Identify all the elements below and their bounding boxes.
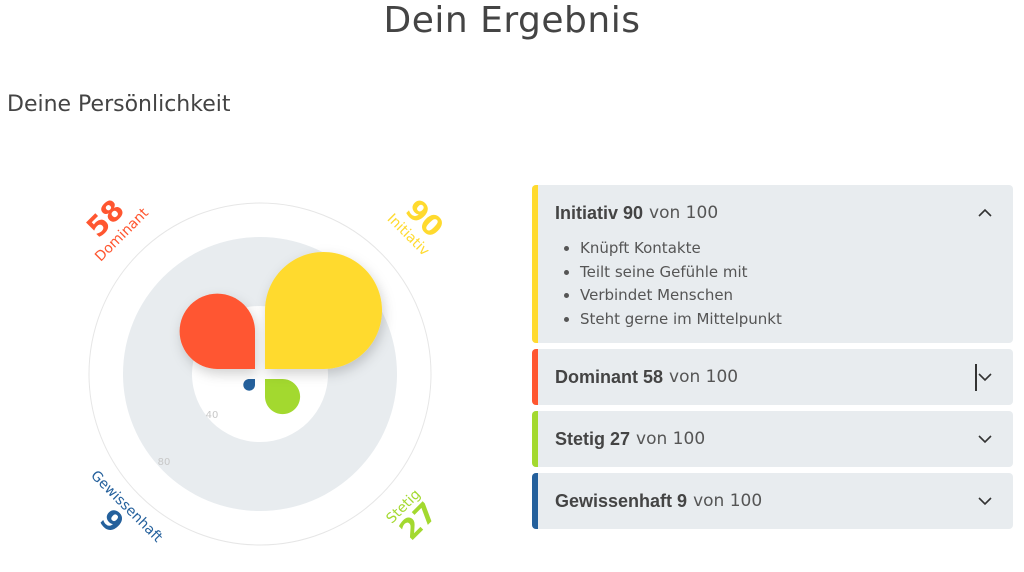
accordion-header-initiativ[interactable]: Initiativ 90 von 100 (532, 185, 1013, 241)
list-item: Verbindet Menschen (580, 284, 993, 308)
scale-label: 40 (206, 410, 219, 421)
scale-label: 80 (158, 457, 171, 468)
accordion-item-initiativ: Initiativ 90 von 100 Knüpft Kontakte Tei… (532, 185, 1013, 343)
accordion-stripe (532, 185, 538, 343)
petal-initiativ (265, 252, 382, 369)
accordion-item-dominant: Dominant 58 von 100 (532, 349, 1013, 405)
accordion-header-dominant[interactable]: Dominant 58 von 100 (532, 349, 1013, 405)
accordion-of-label: von 100 (649, 203, 719, 223)
accordion-score: 27 (610, 428, 631, 449)
accordion-body-initiativ: Knüpft Kontakte Teilt seine Gefühle mit … (532, 237, 1013, 343)
trait-accordion: Initiativ 90 von 100 Knüpft Kontakte Tei… (532, 185, 1013, 535)
accordion-item-gewissenhaft: Gewissenhaft 9 von 100 (532, 473, 1013, 529)
accordion-title: Stetig (555, 428, 606, 449)
accordion-of-label: von 100 (669, 367, 739, 387)
page-title: Dein Ergebnis (383, 0, 641, 41)
accordion-item-stetig: Stetig 27 von 100 (532, 411, 1013, 467)
accordion-score: 58 (643, 366, 664, 387)
petal-dominant (179, 293, 255, 369)
personality-chart: 40 80 58 Dominant 90 Initiativ 27 Stetig 9 Gewis… (70, 178, 450, 568)
accordion-of-label: von 100 (636, 429, 706, 449)
list-item: Teilt seine Gefühle mit (580, 261, 993, 285)
accordion-title: Gewissenhaft (555, 490, 673, 511)
chevron-down-icon[interactable] (975, 367, 995, 387)
accordion-stripe (532, 411, 538, 467)
petal-gewissenhaft (243, 379, 255, 391)
chevron-up-icon[interactable] (975, 203, 995, 223)
petal-stetig (265, 379, 301, 415)
accordion-score: 90 (623, 202, 644, 223)
accordion-stripe (532, 349, 538, 405)
accordion-of-label: von 100 (693, 491, 763, 511)
section-title: Deine Persönlichkeit (7, 92, 231, 117)
list-item: Knüpft Kontakte (580, 237, 993, 261)
accordion-title: Initiativ (555, 202, 619, 223)
trait-bullet-list: Knüpft Kontakte Teilt seine Gefühle mit … (580, 237, 993, 331)
accordion-stripe (532, 473, 538, 529)
accordion-score: 9 (677, 490, 688, 511)
accordion-header-gewissenhaft[interactable]: Gewissenhaft 9 von 100 (532, 473, 1013, 529)
accordion-title: Dominant (555, 366, 638, 387)
trait-name: Gewissenhaft (87, 468, 165, 546)
outer-ring (88, 202, 432, 546)
chevron-down-icon[interactable] (975, 429, 995, 449)
text-cursor (975, 364, 977, 391)
chevron-down-icon[interactable] (975, 491, 995, 511)
list-item: Steht gerne im Mittelpunkt (580, 308, 993, 332)
accordion-header-stetig[interactable]: Stetig 27 von 100 (532, 411, 1013, 467)
